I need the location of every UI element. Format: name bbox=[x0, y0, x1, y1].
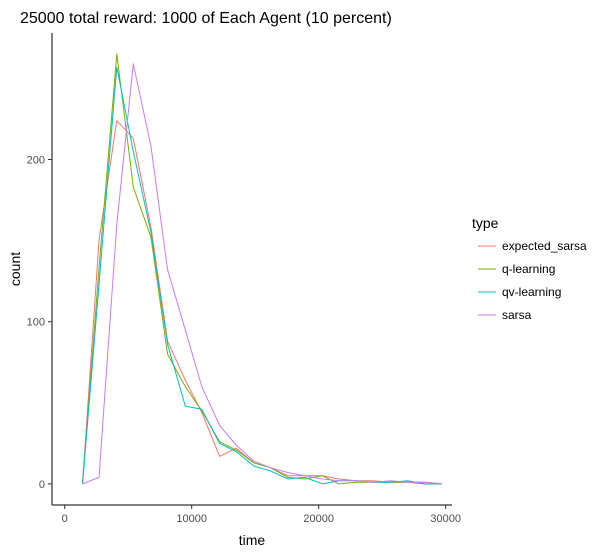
y-tick-label: 200 bbox=[27, 155, 45, 167]
chart-title: 25000 total reward: 1000 of Each Agent (… bbox=[20, 10, 392, 27]
legend-label-expected_sarsa: expected_sarsa bbox=[502, 239, 587, 253]
x-tick-label: 20000 bbox=[303, 513, 334, 525]
y-axis-ticks: 0 100 200 bbox=[27, 155, 52, 491]
series-line-expected_sarsa bbox=[82, 120, 442, 485]
y-tick-label: 100 bbox=[27, 317, 45, 329]
legend-items: expected_sarsa q-learning qv-learning sarsa bbox=[478, 239, 587, 322]
legend-title: type bbox=[472, 215, 499, 231]
legend: type expected_sarsa q-learning qv-learning… bbox=[472, 215, 587, 322]
legend-label-qv-learning: qv-learning bbox=[502, 285, 561, 299]
y-tick-label: 0 bbox=[39, 479, 45, 491]
series-lines bbox=[82, 53, 442, 485]
plot-area: 0 100 200 0 10000 20000 30000 bbox=[27, 33, 461, 525]
legend-label-q-learning: q-learning bbox=[502, 262, 555, 276]
series-line-q-learning bbox=[82, 53, 442, 485]
x-axis-title: time bbox=[239, 532, 266, 548]
x-axis-ticks: 0 10000 20000 30000 bbox=[62, 505, 461, 525]
x-tick-label: 30000 bbox=[430, 513, 461, 525]
x-tick-label: 0 bbox=[62, 513, 68, 525]
series-line-qv-learning bbox=[82, 66, 442, 485]
series-line-sarsa bbox=[82, 63, 442, 485]
y-axis-title: count bbox=[7, 252, 23, 286]
x-tick-label: 10000 bbox=[176, 513, 207, 525]
legend-label-sarsa: sarsa bbox=[502, 308, 532, 322]
